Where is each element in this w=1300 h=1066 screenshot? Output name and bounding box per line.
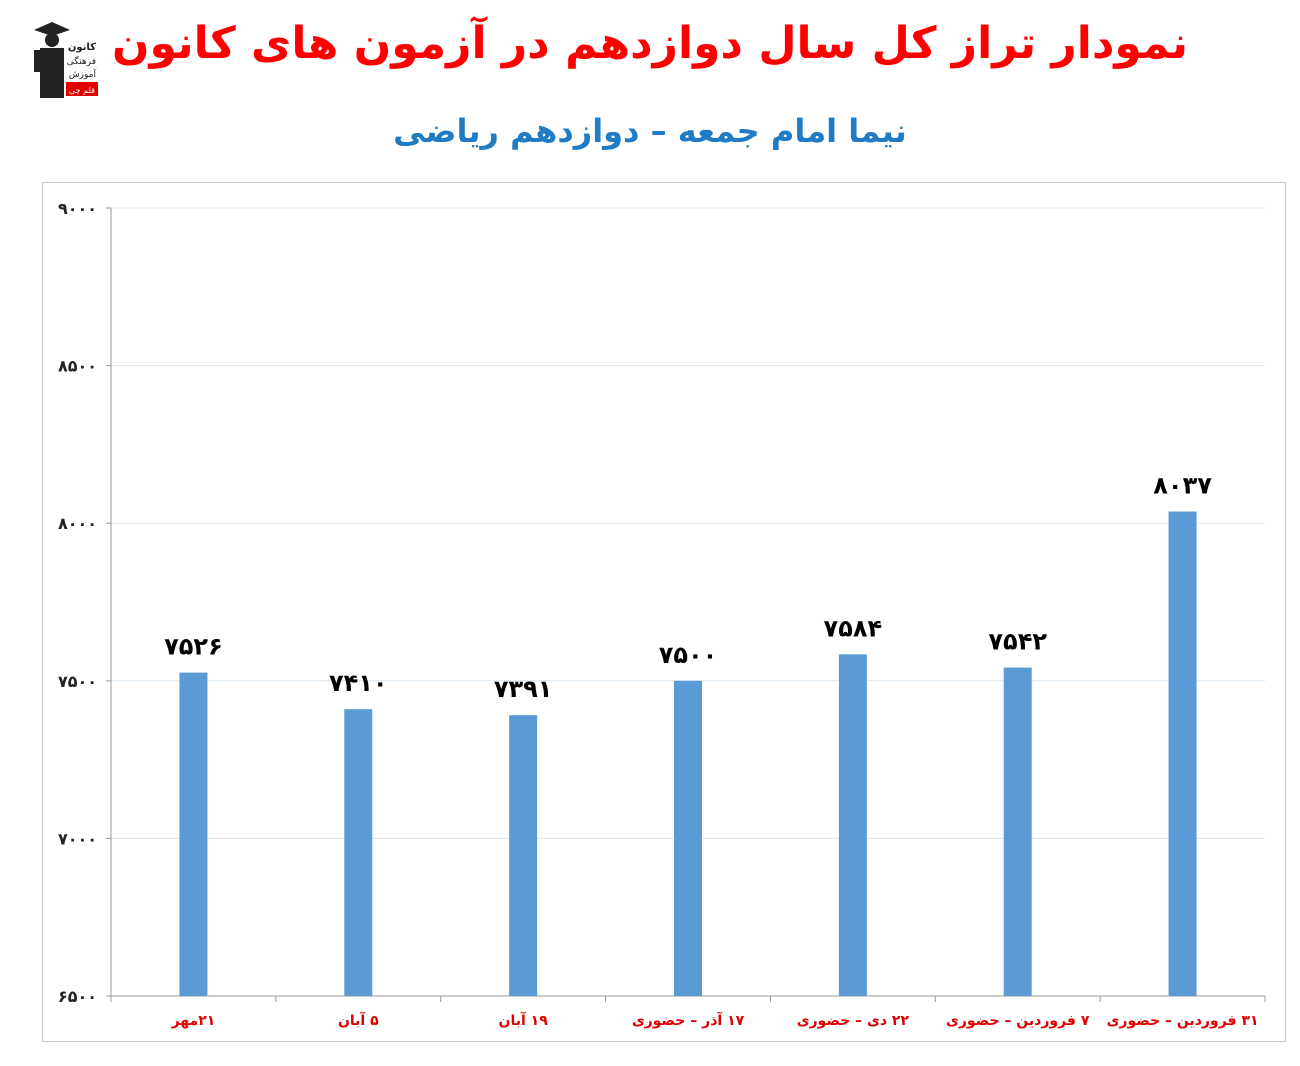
bar — [1003, 667, 1032, 996]
y-tick-label: ۸۵۰۰ — [58, 357, 97, 376]
x-category-label: ۱۹ آبان — [499, 1011, 549, 1029]
bar — [509, 715, 538, 996]
x-category-label: ۵ آبان — [338, 1011, 379, 1029]
y-tick-label: ۶۵۰۰ — [58, 987, 97, 1006]
x-category-label: ۱۷ آذر – حضوری — [632, 1011, 745, 1029]
bar-value-label: ۷۴۱۰ — [329, 669, 388, 697]
bar-value-label: ۷۳۹۱ — [494, 675, 553, 703]
y-tick-label: ۷۵۰۰ — [58, 672, 97, 691]
graduate-figure-icon — [34, 22, 70, 98]
x-category-label: ۳۱ فروردین – حضوری — [1107, 1013, 1259, 1029]
page-title: نمودار تراز کل سال دوازدهم در آزمون های … — [111, 18, 1189, 69]
logo-line-1: کانون — [68, 42, 96, 53]
x-category-label: ۷ فروردین – حضوری — [946, 1013, 1090, 1029]
logo-line-3: آموزش — [69, 68, 97, 80]
bar — [344, 709, 373, 996]
bar-value-label: ۷۵۸۴ — [824, 614, 883, 642]
bar — [1168, 511, 1197, 996]
x-category-label: ۲۱مهر — [171, 1013, 216, 1029]
chart-frame: ۶۵۰۰ ۷۰۰۰ ۷۵۰۰ ۸۰۰۰ ۸۵۰۰ ۹۰۰۰ ۷۵۲۶ ۲۱مهر ۷۴۱۰ ۵ آ… — [42, 182, 1286, 1042]
bar — [674, 680, 702, 996]
y-tick-label: ۹۰۰۰ — [58, 199, 97, 218]
bar-value-label: ۷۵۲۶ — [164, 633, 223, 661]
kanoon-logo: کانون فرهنگی آموزش قلم چی — [34, 22, 98, 98]
bar-chart: ۶۵۰۰ ۷۰۰۰ ۷۵۰۰ ۸۰۰۰ ۸۵۰۰ ۹۰۰۰ ۷۵۲۶ ۲۱مهر ۷۴۱۰ ۵ آ… — [58, 199, 1266, 1029]
bar — [179, 672, 208, 996]
page-subtitle: نیما امام جمعه – دوازدهم ریاضی — [393, 112, 907, 150]
y-tick-label: ۷۰۰۰ — [58, 829, 97, 848]
y-tick-label: ۸۰۰۰ — [58, 514, 97, 533]
bar-value-label: ۸۰۳۷ — [1153, 472, 1212, 500]
logo-line-2: فرهنگی — [67, 55, 96, 67]
logo-badge-text: قلم چی — [69, 86, 95, 95]
logo-badge — [66, 82, 98, 96]
bar-value-label: ۷۵۰۰ — [659, 641, 718, 669]
bar-value-label: ۷۵۴۲ — [988, 628, 1047, 656]
bar — [838, 654, 867, 996]
x-category-label: ۲۲ دی – حضوری — [797, 1013, 910, 1029]
